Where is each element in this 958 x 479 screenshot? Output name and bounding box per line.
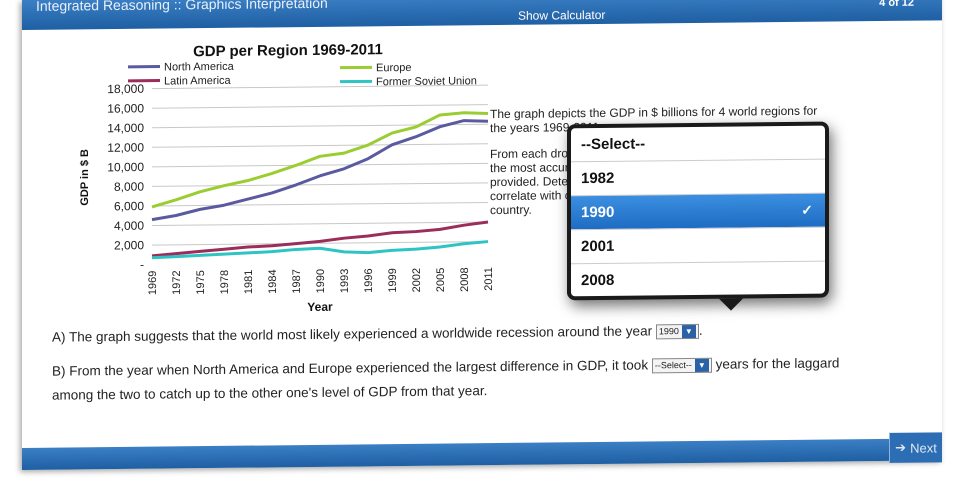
dropdown-options-list: --Select-- 1982 1990 ✓ 2001 2008 [571,125,825,297]
gridline [152,123,488,129]
y-tick-label: 12,000 [107,140,144,154]
y-tick-label: 18,000 [107,82,144,96]
x-tick-label: 1972 [171,270,183,295]
section-title: Integrated Reasoning :: Graphics Interpr… [36,0,328,14]
dropdown-option[interactable]: 2008 [571,261,825,297]
x-tick-label: 1981 [243,270,255,295]
x-tick-label: 1990 [315,269,327,294]
question-a-dropdown[interactable]: 1990 ▼ [655,323,699,340]
x-tick-label: 1996 [363,268,375,293]
x-axis-label: Year [307,300,333,314]
x-tick-label: 2008 [459,267,471,292]
y-tick-label: 6,000 [114,199,144,213]
y-tick-label: 14,000 [107,121,144,135]
y-tick-label: 8,000 [114,179,144,193]
gridline [152,241,488,246]
y-tick-label: - [140,258,144,272]
gridline [152,143,488,148]
y-axis-label: GDP in $ B [79,149,91,206]
x-tick-label: 1993 [339,269,351,294]
y-tick-label: 4,000 [114,219,144,233]
question-b-value: --Select-- [654,359,692,371]
legend-label: North America [164,61,235,74]
dropdown-option[interactable]: 2001 [571,227,825,265]
legend-label: Europe [376,62,411,74]
dropdown-popover: --Select-- 1982 1990 ✓ 2001 2008 [567,121,829,311]
top-bar: Integrated Reasoning :: Graphics Interpr… [22,0,942,31]
next-label: Next [910,439,937,456]
gridline [152,84,488,90]
x-tick-label: 1984 [267,269,279,294]
dropdown-option-label: 1990 [581,203,615,222]
checkmark-icon: ✓ [801,201,813,218]
question-b: B) From the year when North America and … [52,351,852,407]
series-line-europe [151,111,489,209]
dropdown-option-label: 2008 [581,271,615,290]
gridline [152,201,488,207]
dropdown-option[interactable]: 1990 ✓ [571,193,825,231]
x-tick-label: 2002 [411,268,423,293]
x-tick-label: 2011 [483,267,495,291]
bottom-bar: ➔ Next [22,432,942,470]
gridline [152,182,488,187]
dropdown-option-label: 2001 [581,237,615,256]
chart-title: GDP per Region 1969-2011 [193,41,383,60]
question-b-dropdown[interactable]: --Select-- ▼ [651,357,712,374]
show-calculator-button[interactable]: Show Calculator [518,7,606,23]
dropdown-arrow-icon: ▼ [694,358,709,372]
dropdown-arrow-icon: ▼ [681,324,696,339]
page-counter: 4 of 12 [879,0,914,10]
question-a-value: 1990 [658,326,679,337]
legend-label: Latin America [164,75,232,88]
y-tick-label: 2,000 [114,238,144,252]
dropdown-option-label: --Select-- [581,135,646,154]
y-tick-label: 16,000 [107,101,144,115]
question-b-text-1: B) From the year when North America and … [52,357,649,379]
question-panel: Integrated Reasoning :: Graphics Interpr… [22,0,942,471]
dropdown-option[interactable]: --Select-- [571,125,825,163]
next-button[interactable]: ➔ Next [889,432,942,463]
gridline [152,104,488,109]
dropdown-option-label: 1982 [581,169,615,188]
x-tick-label: 1987 [291,269,303,294]
x-tick-label: 1999 [387,268,399,293]
dropdown-option[interactable]: 1982 [571,159,825,197]
arrow-right-icon: ➔ [895,439,907,455]
gridline [152,162,488,168]
x-tick-label: 1969 [147,271,159,296]
popover-tail [719,298,743,311]
series-line-north-america [151,119,489,222]
series-line-former-soviet-union [151,240,489,260]
x-tick-label: 1975 [195,270,207,295]
x-tick-label: 1978 [219,270,231,295]
series-line-latin-america [151,220,489,258]
y-tick-label: 10,000 [107,160,144,174]
question-a-suffix: . [698,322,703,338]
gridline [152,221,488,227]
x-tick-label: 2005 [435,268,447,293]
